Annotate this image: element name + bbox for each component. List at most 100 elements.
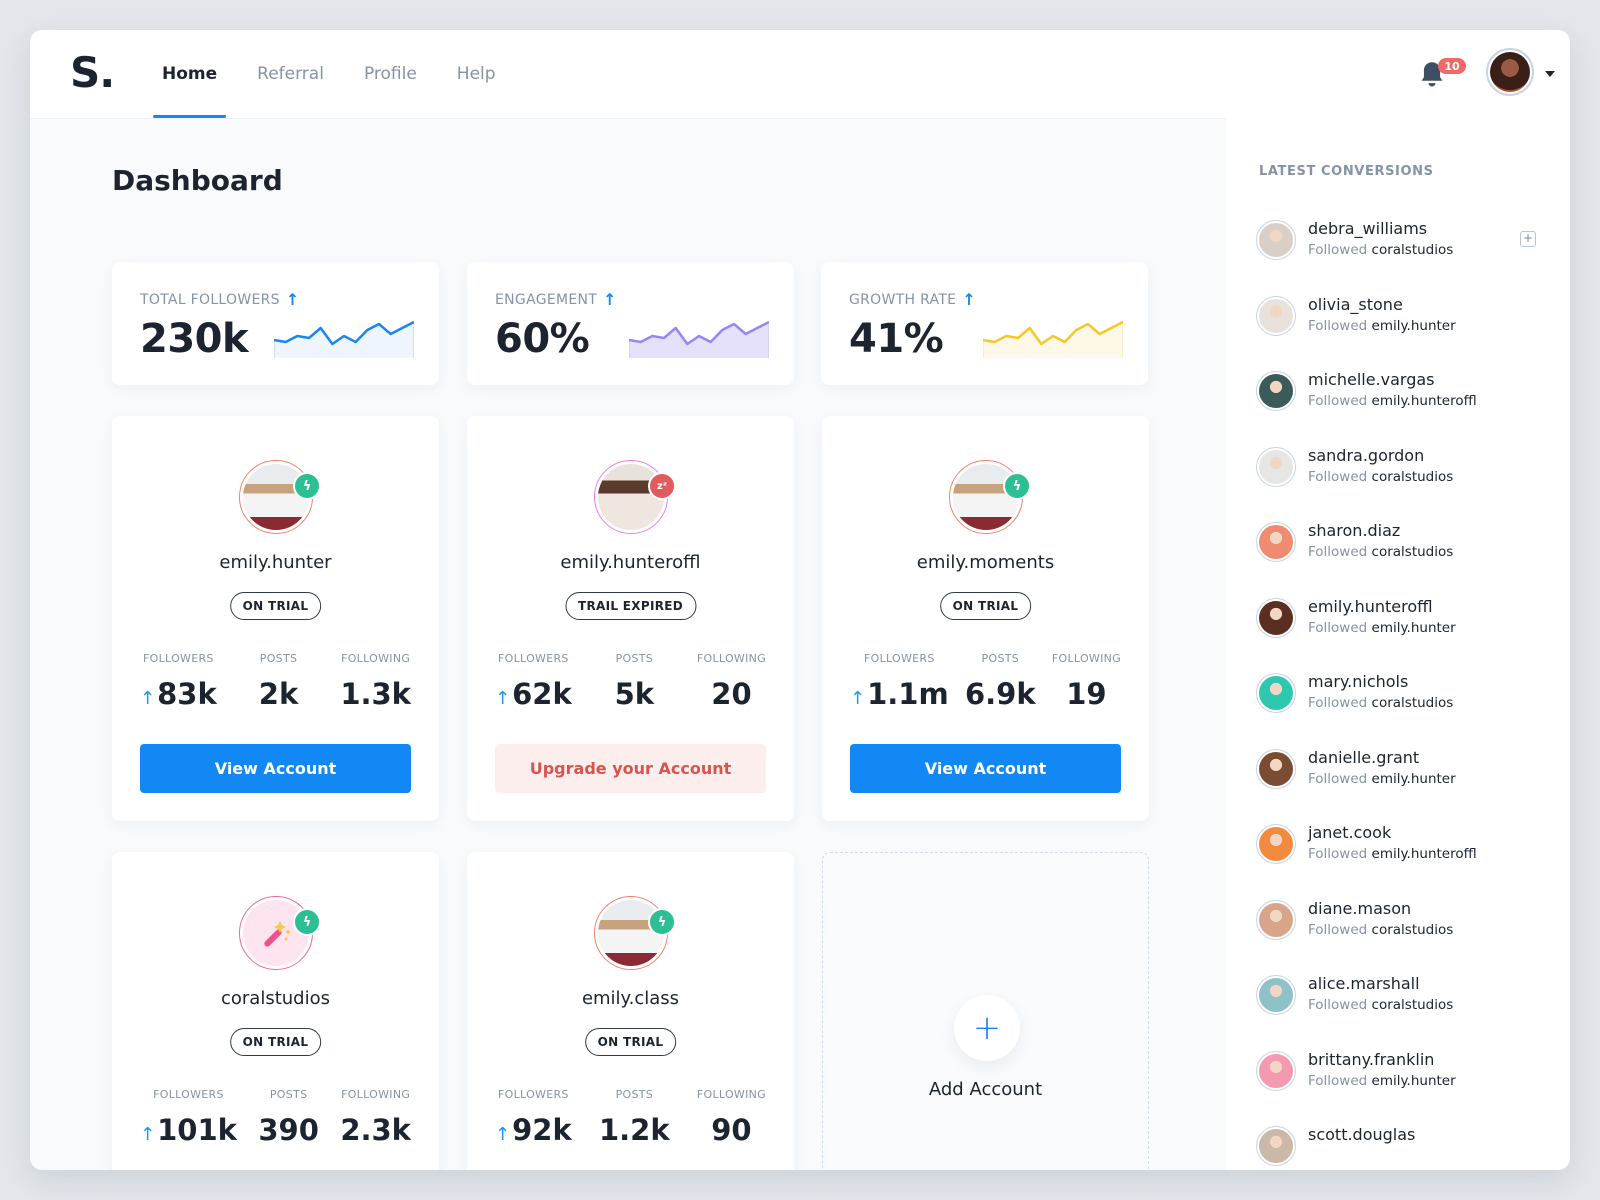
- stat-value: 230k: [140, 316, 249, 362]
- account-name[interactable]: coralstudios: [220, 988, 330, 1009]
- followed-account[interactable]: coralstudios: [1371, 468, 1454, 485]
- followers-value: 92k: [512, 1113, 572, 1147]
- followed-account[interactable]: emily.hunter: [1371, 619, 1456, 636]
- followed-account[interactable]: coralstudios: [1371, 695, 1454, 711]
- avatar[interactable]: [1256, 1126, 1296, 1166]
- status-badge: ON TRIAL: [939, 592, 1032, 620]
- sparkline-chart: [274, 320, 414, 358]
- nav-help[interactable]: Help: [456, 64, 496, 84]
- avatar[interactable]: [1256, 1050, 1296, 1091]
- list-item[interactable]: alice.marshall Followed coralstudios: [1256, 970, 1556, 1020]
- avatar[interactable]: [1256, 824, 1296, 864]
- list-item[interactable]: olivia_stone Followed emily.hunter: [1256, 291, 1556, 341]
- following-value: 2.3k: [340, 1113, 411, 1147]
- followed-account[interactable]: emily.hunteroffl: [1371, 846, 1477, 862]
- list-item[interactable]: emily.hunteroffl Followed emily.hunter: [1256, 593, 1556, 643]
- avatar[interactable]: [1256, 899, 1296, 940]
- followed-account[interactable]: emily.hunter: [1371, 1072, 1456, 1089]
- posts-label: POSTS: [615, 1088, 654, 1101]
- posts-value: 5k: [614, 677, 655, 711]
- stat-value: 41%: [849, 316, 944, 362]
- conversion-username[interactable]: emily.hunteroffl: [1308, 596, 1433, 616]
- following-label: FOLLOWING: [341, 1088, 411, 1101]
- sparkline-chart: [629, 320, 769, 358]
- list-item[interactable]: brittany.franklin Followed emily.hunter: [1256, 1046, 1556, 1096]
- avatar[interactable]: [1256, 673, 1296, 713]
- plus-icon[interactable]: +: [954, 995, 1020, 1061]
- followers-label: FOLLOWERS: [498, 1088, 569, 1101]
- account-card: ϟ emily.hunter ON TRIAL FOLLOWERS ↑ 83k PO…: [112, 416, 439, 821]
- account-name[interactable]: emily.class: [581, 988, 680, 1009]
- conversion-username[interactable]: janet.cook: [1308, 823, 1392, 842]
- plus-icon[interactable]: +: [1520, 231, 1536, 247]
- bell-icon[interactable]: [1418, 60, 1446, 90]
- magic-wand-icon: [264, 921, 291, 947]
- following-label: FOLLOWING: [696, 1088, 766, 1101]
- avatar[interactable]: [1256, 371, 1296, 411]
- logo[interactable]: S.: [70, 48, 115, 97]
- list-item[interactable]: mary.nichols Followed coralstudios: [1256, 668, 1556, 718]
- account-stats: FOLLOWERS ↑ 83k POSTS 2k FOLLOWING 1.3k: [140, 652, 411, 711]
- followed-account[interactable]: emily.hunter: [1371, 317, 1456, 334]
- lightning-icon: ϟ: [1003, 472, 1031, 500]
- view-account-button[interactable]: View Account: [140, 744, 411, 793]
- nav-referral[interactable]: Referral: [257, 64, 324, 84]
- stat-value: 60%: [495, 316, 590, 362]
- user-avatar[interactable]: [1486, 48, 1534, 96]
- list-item[interactable]: diane.mason Followed coralstudios: [1256, 895, 1556, 945]
- conversion-username[interactable]: brittany.franklin: [1308, 1049, 1435, 1069]
- view-account-button[interactable]: View Account: [850, 744, 1121, 793]
- conversion-detail: Followed coralstudios: [1308, 921, 1454, 938]
- followed-account[interactable]: coralstudios: [1371, 242, 1454, 258]
- conversion-username[interactable]: debra_williams: [1308, 219, 1428, 238]
- account-name[interactable]: emily.hunteroffl: [560, 552, 701, 573]
- followed-account[interactable]: coralstudios: [1371, 921, 1454, 938]
- nav-home[interactable]: Home: [142, 30, 237, 118]
- conversion-username[interactable]: diane.mason: [1308, 898, 1412, 918]
- list-item[interactable]: scott.douglas: [1256, 1121, 1556, 1170]
- conversion-username[interactable]: sharon.diaz: [1308, 521, 1401, 540]
- status-badge: ON TRIAL: [584, 1028, 677, 1056]
- list-item[interactable]: sandra.gordon Followed coralstudios: [1256, 442, 1556, 492]
- conversion-username[interactable]: mary.nichols: [1308, 672, 1409, 691]
- followers-label: FOLLOWERS: [143, 652, 214, 665]
- chevron-down-icon[interactable]: [1545, 71, 1555, 77]
- conversion-username[interactable]: danielle.grant: [1308, 747, 1420, 767]
- conversion-detail: Followed emily.hunteroffl: [1308, 846, 1477, 862]
- conversion-detail: Followed emily.hunter: [1308, 317, 1456, 334]
- avatar[interactable]: [1256, 295, 1296, 336]
- conversion-username[interactable]: sandra.gordon: [1308, 445, 1425, 465]
- list-item[interactable]: michelle.vargas Followed emily.hunteroffl: [1256, 366, 1556, 416]
- list-item[interactable]: danielle.grant Followed emily.hunter: [1256, 744, 1556, 794]
- panel-title: LATEST CONVERSIONS: [1259, 164, 1434, 179]
- avatar[interactable]: [1256, 975, 1296, 1015]
- conversion-username[interactable]: olivia_stone: [1308, 294, 1403, 314]
- nav-profile[interactable]: Profile: [363, 64, 417, 84]
- stat-card-engagement: ENGAGEMENT ↑ 60%: [467, 262, 794, 385]
- list-item[interactable]: sharon.diaz Followed coralstudios: [1256, 517, 1556, 567]
- account-card: ϟ coralstudios ON TRIAL FOLLOWERS ↑ 101k P…: [112, 852, 439, 1170]
- avatar[interactable]: [1256, 446, 1296, 487]
- followed-account[interactable]: emily.hunteroffl: [1371, 393, 1477, 409]
- followed-account[interactable]: coralstudios: [1371, 544, 1454, 560]
- followed-account[interactable]: emily.hunter: [1371, 770, 1456, 787]
- conversion-username[interactable]: michelle.vargas: [1308, 370, 1435, 389]
- avatar[interactable]: [1256, 597, 1296, 638]
- followers-value: 1.1m: [867, 677, 949, 711]
- avatar[interactable]: [1256, 748, 1296, 789]
- account-name[interactable]: emily.moments: [916, 552, 1055, 573]
- account-name[interactable]: emily.hunter: [219, 552, 332, 573]
- followed-account[interactable]: coralstudios: [1371, 997, 1454, 1013]
- list-item[interactable]: debra_williams Followed coralstudios +: [1256, 215, 1556, 265]
- avatar[interactable]: [1256, 522, 1296, 562]
- conversion-username[interactable]: alice.marshall: [1308, 974, 1420, 993]
- avatar[interactable]: [1256, 220, 1296, 260]
- conversion-detail: Followed coralstudios: [1308, 997, 1454, 1013]
- add-account-card[interactable]: + Add Account: [822, 852, 1149, 1170]
- list-item[interactable]: janet.cook Followed emily.hunteroffl: [1256, 819, 1556, 869]
- arrow-up-icon: ↑: [962, 290, 977, 309]
- upgrade-account-button[interactable]: Upgrade your Account: [495, 744, 766, 793]
- conversion-username[interactable]: scott.douglas: [1308, 1125, 1416, 1144]
- account-avatar[interactable]: [594, 896, 668, 970]
- posts-label: POSTS: [981, 652, 1020, 665]
